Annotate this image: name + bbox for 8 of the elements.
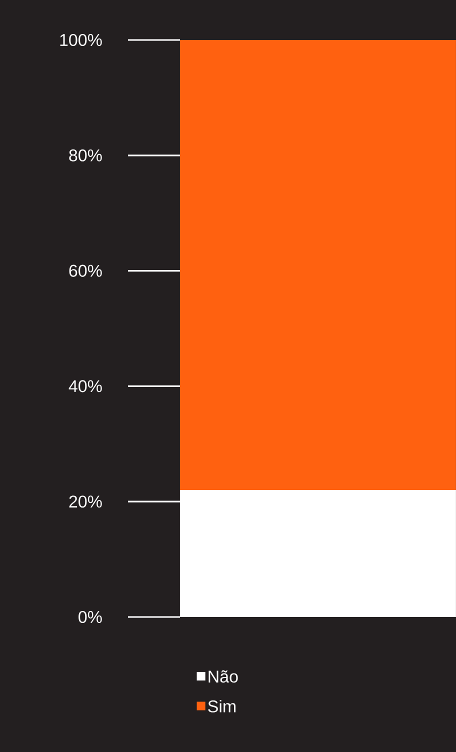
legend-label: Não bbox=[208, 670, 238, 683]
legend-label: Sim bbox=[208, 700, 236, 712]
y-tick-label: 40% bbox=[68, 380, 102, 392]
y-tick-label: 80% bbox=[69, 149, 102, 162]
y-tick-label: 0% bbox=[78, 610, 102, 624]
y-tick-label: 60% bbox=[69, 264, 102, 277]
y-tick-label: 100% bbox=[60, 34, 102, 46]
y-tick-label: 20% bbox=[69, 496, 102, 508]
